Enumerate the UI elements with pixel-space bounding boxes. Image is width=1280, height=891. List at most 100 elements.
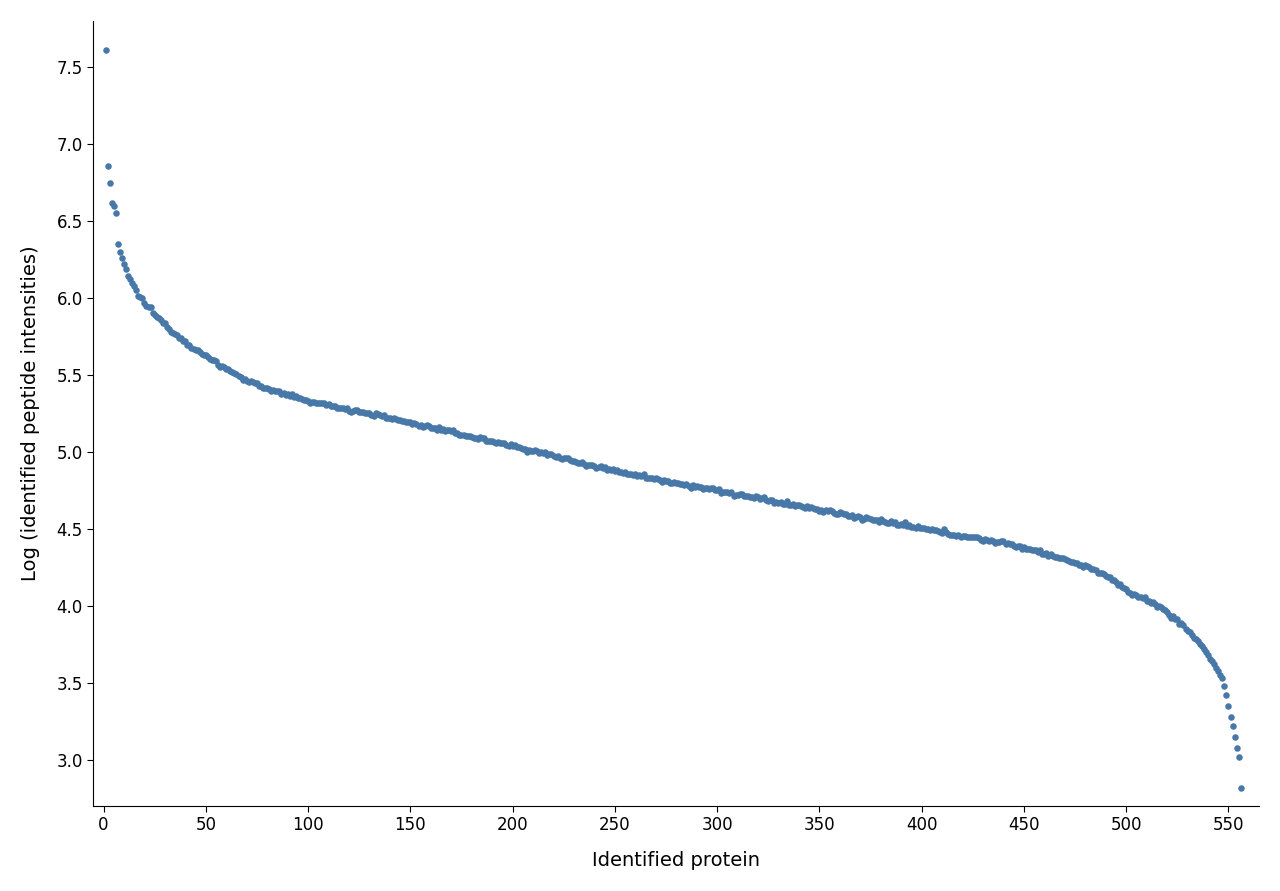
Point <box>795 501 815 515</box>
Point <box>357 406 378 421</box>
Point <box>689 480 709 495</box>
Point <box>371 409 392 423</box>
Point <box>138 300 159 315</box>
Point <box>682 478 703 492</box>
Point <box>207 357 228 372</box>
Point <box>148 311 169 325</box>
Point <box>973 534 993 548</box>
Point <box>1082 561 1102 576</box>
Point <box>264 382 284 396</box>
Point <box>1073 560 1093 575</box>
Point <box>904 519 924 534</box>
Point <box>507 440 527 454</box>
Point <box>617 467 637 481</box>
Point <box>289 391 310 405</box>
Point <box>792 501 813 515</box>
Point <box>141 300 161 315</box>
Point <box>314 396 334 411</box>
Point <box>891 517 911 531</box>
Point <box>1194 642 1215 656</box>
Point <box>1196 645 1216 659</box>
Point <box>1192 639 1212 653</box>
Point <box>381 413 402 427</box>
Point <box>717 485 737 499</box>
Point <box>600 462 621 477</box>
Point <box>1037 545 1057 560</box>
Point <box>940 527 960 542</box>
Point <box>406 417 426 431</box>
Point <box>118 269 138 283</box>
Point <box>374 408 394 422</box>
Point <box>480 434 500 448</box>
Point <box>979 534 1000 548</box>
Point <box>614 465 635 479</box>
Point <box>193 347 214 362</box>
Point <box>124 279 145 293</box>
Point <box>204 354 224 368</box>
Point <box>573 457 594 471</box>
Point <box>700 481 721 495</box>
Point <box>1184 631 1204 645</box>
Point <box>762 493 782 507</box>
Point <box>660 476 681 490</box>
Point <box>415 419 435 433</box>
Point <box>312 396 333 410</box>
Point <box>134 296 155 310</box>
Point <box>1018 542 1038 556</box>
Point <box>488 435 508 449</box>
Point <box>512 442 532 456</box>
Point <box>442 424 462 438</box>
Point <box>989 535 1010 549</box>
Point <box>1226 740 1247 755</box>
Point <box>1225 730 1245 744</box>
Point <box>983 535 1004 549</box>
Point <box>726 487 746 502</box>
Point <box>650 472 671 486</box>
Point <box>594 460 614 474</box>
Point <box>909 521 929 535</box>
Point <box>104 199 124 213</box>
Point <box>388 413 408 428</box>
Point <box>1071 558 1092 572</box>
Point <box>1100 570 1120 584</box>
Point <box>401 415 421 429</box>
Point <box>1204 658 1225 672</box>
Point <box>1051 551 1071 565</box>
Point <box>1206 661 1226 675</box>
Point <box>788 498 809 512</box>
Point <box>905 520 925 535</box>
Point <box>860 511 881 526</box>
Point <box>826 506 846 520</box>
Point <box>1153 601 1174 616</box>
Point <box>466 430 486 445</box>
Point <box>631 469 652 483</box>
Point <box>477 434 498 448</box>
Point <box>604 463 625 478</box>
Point <box>494 436 515 450</box>
Point <box>797 499 818 513</box>
Point <box>1042 548 1062 562</box>
Point <box>1001 537 1021 552</box>
Point <box>1112 580 1133 594</box>
Point <box>928 524 948 538</box>
Point <box>273 386 293 400</box>
Point <box>566 455 586 470</box>
Point <box>959 529 979 544</box>
Point <box>234 372 255 387</box>
Point <box>298 394 319 408</box>
Point <box>1181 628 1202 642</box>
Point <box>268 384 288 398</box>
Point <box>1116 582 1137 596</box>
Point <box>696 481 717 495</box>
Point <box>169 331 189 345</box>
Point <box>271 387 292 401</box>
Point <box>666 476 686 490</box>
Point <box>316 398 337 413</box>
Point <box>623 469 644 483</box>
Point <box>1165 611 1185 625</box>
Point <box>1164 609 1184 624</box>
Point <box>182 340 202 355</box>
Point <box>1189 637 1210 651</box>
Point <box>881 513 901 527</box>
Point <box>864 513 884 527</box>
